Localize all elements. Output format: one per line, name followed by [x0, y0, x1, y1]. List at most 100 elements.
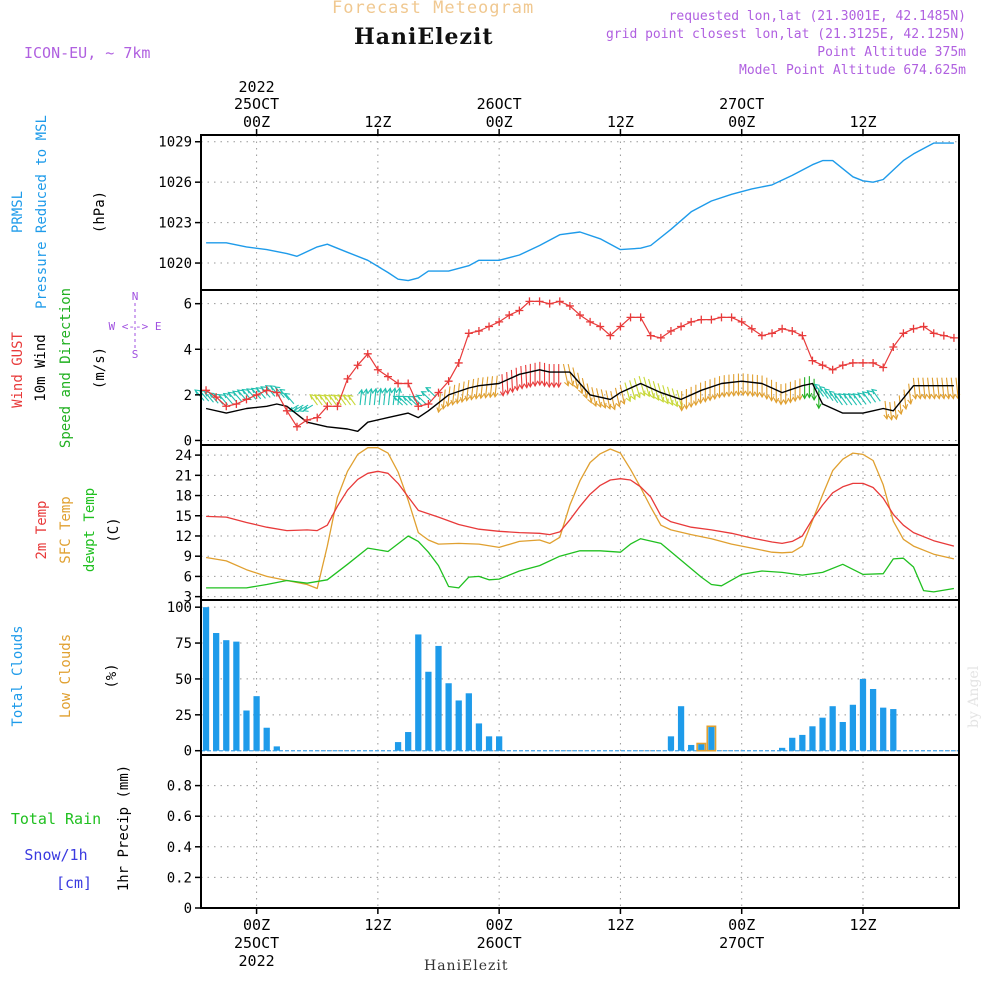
wind-direction-arrowhead	[605, 403, 612, 410]
gust-marker	[363, 349, 372, 358]
wind-direction-arrow	[857, 392, 867, 405]
gust-marker	[909, 324, 918, 333]
wind-direction-arrowhead	[578, 388, 584, 395]
gust-marker	[313, 413, 322, 422]
wind-direction-arrowhead	[499, 390, 506, 397]
total-cloud-bar	[890, 709, 897, 751]
gust-marker	[212, 393, 221, 402]
wind-direction-arrow	[461, 381, 465, 403]
total-cloud-bar	[789, 737, 796, 751]
wind-unit: (m/s)	[92, 347, 108, 389]
wind-direction-arrow	[452, 384, 456, 405]
wind-direction-arrowhead	[546, 382, 553, 389]
wind-direction-arrow	[605, 390, 611, 409]
wind-direction-arrow	[501, 374, 504, 396]
compass-ew: W <--> E	[109, 320, 162, 333]
total-clouds-label: Total Clouds	[10, 625, 26, 726]
gust-marker	[717, 313, 726, 322]
gust-marker	[555, 297, 564, 306]
wind-direction-arrowhead	[260, 386, 267, 392]
wind-direction-arrowhead	[464, 395, 471, 402]
time-label: 27OCT	[719, 934, 764, 952]
wind-direction-arrowhead	[926, 393, 932, 400]
chart-title: Forecast Meteogram	[332, 0, 535, 18]
gust-marker	[545, 299, 554, 308]
wind-direction-arrow	[387, 388, 391, 406]
wind-direction-arrow	[862, 391, 872, 404]
wind-direction-arrowhead	[469, 394, 475, 401]
y-tick-label: 15	[175, 509, 192, 525]
wind-direction-arrowhead	[323, 394, 330, 400]
time-label: 00Z	[486, 113, 513, 131]
wind-direction-arrowhead	[735, 390, 742, 397]
gust-marker	[788, 327, 797, 336]
wind-direction-arrow	[383, 388, 387, 406]
gust-marker	[495, 317, 504, 326]
wind-direction-arrow	[903, 389, 907, 410]
y-tick-label: 0.4	[167, 840, 192, 856]
wind-direction-arrowhead	[358, 388, 364, 395]
gust-marker	[252, 390, 261, 399]
pressure-line	[206, 142, 954, 282]
model-altitude: Model Point Altitude 674.625m	[739, 63, 966, 78]
y-tick-label: 4	[184, 342, 192, 358]
total-cloud-bar	[869, 688, 877, 751]
gust-marker	[889, 342, 898, 351]
gust-marker	[515, 306, 524, 315]
time-label: 12Z	[849, 113, 876, 131]
point-altitude: Point Altitude 375m	[817, 45, 966, 60]
gust-marker	[282, 406, 291, 415]
gust-marker	[474, 327, 483, 336]
wind-direction-arrow	[884, 400, 888, 419]
time-label: 00Z	[243, 113, 270, 131]
clouds-unit: (%)	[104, 663, 120, 688]
gust-marker	[929, 329, 938, 338]
wind-direction-arrowhead	[811, 395, 817, 401]
wind-direction-arrow	[866, 390, 877, 403]
wind-direction-arrowhead	[763, 394, 770, 401]
wind-direction-arrow	[931, 377, 936, 399]
wind-direction-arrowhead	[492, 391, 499, 398]
wind-direction-arrowhead	[672, 401, 679, 408]
wind-direction-arrowhead	[787, 397, 794, 404]
wind-direction-arrowhead	[888, 414, 894, 421]
wind-direction-arrow	[638, 375, 646, 396]
wind-direction-arrowhead	[663, 398, 669, 405]
wind-direction-arrowhead	[241, 388, 248, 395]
wind-direction-arrow	[629, 380, 636, 400]
total-cloud-bar	[667, 736, 675, 751]
wind-direction-arrowhead	[347, 394, 354, 401]
time-label: 12Z	[364, 916, 391, 934]
wind-direction-arrow	[950, 377, 954, 399]
wind-direction-arrowhead	[871, 388, 877, 395]
wind-direction-arrowhead	[292, 406, 299, 413]
wind-direction-arrow	[227, 391, 238, 403]
y-tick-label: 24	[175, 448, 192, 464]
wind-direction-arrowhead	[527, 382, 534, 389]
wind-direction-arrow	[456, 383, 460, 404]
wind-direction-arrow	[955, 377, 959, 399]
wind-direction-arrow	[871, 389, 881, 402]
wind-direction-arrow	[369, 388, 372, 406]
y-tick-label: 0.8	[167, 779, 192, 795]
wind-direction-arrowhead	[333, 394, 340, 400]
total-cloud-bar	[839, 721, 846, 751]
y-tick-label: 1023	[158, 216, 192, 232]
wind-direction-arrowhead	[504, 389, 511, 396]
gust-marker	[919, 322, 928, 331]
panel-frame	[200, 134, 960, 291]
wind-direction-arrow	[480, 377, 484, 399]
wind-direction-arrow	[246, 388, 257, 400]
y-tick-label: 0	[184, 744, 192, 760]
gust-marker	[404, 379, 413, 388]
time-label: 00Z	[486, 916, 513, 934]
gust-marker	[242, 395, 251, 404]
gridpoint-coords: grid point closest lon,lat (21.3125E, 42…	[605, 27, 966, 42]
wind-direction-arrow	[494, 375, 498, 397]
total-cloud-bar	[243, 710, 250, 751]
wind-direction-arrowhead	[857, 392, 863, 398]
y-tick-label: 25	[175, 708, 192, 724]
wind-direction-arrow	[359, 389, 363, 406]
gust-marker	[646, 331, 655, 340]
wind-direction-arrow	[525, 364, 528, 388]
